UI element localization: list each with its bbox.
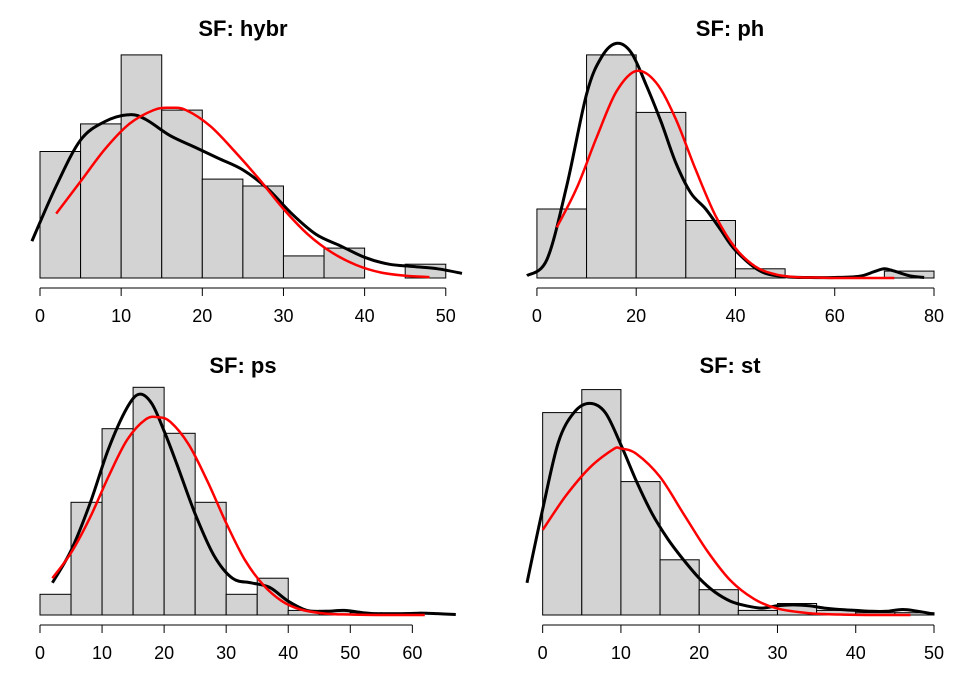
histogram-bar	[161, 109, 203, 279]
x-tick-label: 20	[626, 306, 646, 326]
normal-fit-curve	[555, 69, 895, 280]
histogram-bar	[39, 593, 72, 616]
panel-ps: SF: ps 0 10 20 30 40 50 60	[35, 353, 456, 663]
x-tick-label: 0	[538, 643, 548, 663]
histogram-bar	[225, 593, 258, 616]
x-tick-label: 80	[924, 306, 944, 326]
panel-title: SF: ph	[696, 16, 764, 41]
normal-fit-curve	[51, 415, 425, 617]
x-tick-label: 10	[111, 306, 131, 326]
x-tick-label: 10	[611, 643, 631, 663]
panel-ph: SF: ph 0 20 40 60 80	[526, 16, 944, 326]
histogram-bar	[80, 123, 122, 279]
x-tick-label: 50	[436, 306, 456, 326]
histogram-bar	[635, 111, 687, 279]
panel-st: SF: st 0 10 20 30 40 50	[525, 353, 944, 663]
histogram-bar	[586, 54, 637, 279]
x-tick-label: 50	[340, 643, 360, 663]
x-tick-label: 40	[846, 643, 866, 663]
x-tick-label: 60	[825, 306, 845, 326]
histogram-bar	[163, 432, 196, 616]
histogram-bar	[70, 501, 103, 616]
histogram-bar	[542, 412, 583, 616]
x-tick-label: 0	[532, 306, 542, 326]
histogram-bar	[581, 389, 622, 616]
x-tick-label: 40	[725, 306, 745, 326]
panel-hybr: SF: hybr 0 10 20 30 40 50	[30, 16, 463, 326]
histogram-bar	[659, 559, 700, 616]
histogram-bar	[282, 255, 325, 279]
histogram-bar	[39, 151, 82, 279]
normal-fit-curve	[541, 446, 911, 617]
histogram-bar	[201, 178, 244, 279]
x-tick-label: 0	[35, 306, 45, 326]
histogram-bar	[685, 220, 736, 279]
x-tick-label: 10	[92, 643, 112, 663]
x-tick-label: 0	[35, 643, 45, 663]
x-tick-label: 40	[355, 306, 375, 326]
x-tick-label: 30	[216, 643, 236, 663]
panel-title: SF: st	[699, 353, 761, 378]
panel-title: SF: ps	[209, 353, 276, 378]
normal-fit-curve	[55, 106, 430, 279]
histogram-bar	[194, 501, 227, 616]
histogram-bar	[620, 481, 661, 616]
x-tick-label: 20	[192, 306, 212, 326]
histogram-bar	[120, 54, 163, 279]
kde-curve	[30, 113, 463, 275]
x-tick-label: 40	[278, 643, 298, 663]
histogram-bar	[737, 609, 778, 616]
x-tick-label: 20	[689, 643, 709, 663]
kde-curve	[525, 401, 935, 616]
x-tick-label: 30	[273, 306, 293, 326]
x-tick-label: 20	[154, 643, 174, 663]
kde-curve	[526, 41, 925, 280]
x-tick-label: 30	[767, 643, 787, 663]
panel-title: SF: hybr	[198, 16, 288, 41]
x-tick-label: 50	[924, 643, 944, 663]
x-tick-label: 60	[402, 643, 422, 663]
